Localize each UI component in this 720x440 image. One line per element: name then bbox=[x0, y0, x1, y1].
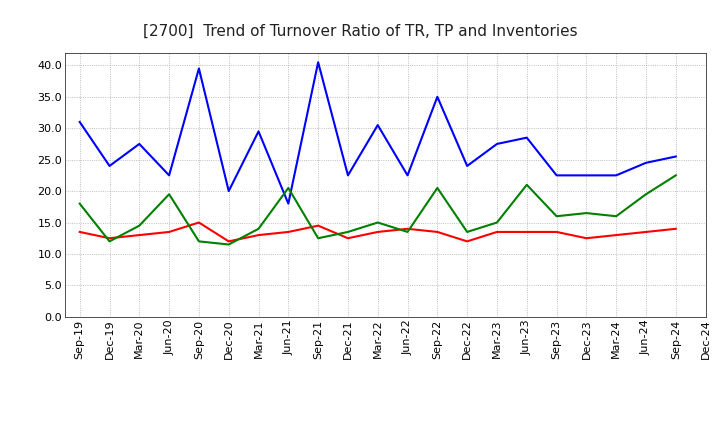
Text: [2700]  Trend of Turnover Ratio of TR, TP and Inventories: [2700] Trend of Turnover Ratio of TR, TP… bbox=[143, 23, 577, 38]
Trade Receivables bbox=[582, 235, 590, 241]
Trade Payables bbox=[135, 141, 143, 147]
Trade Payables bbox=[76, 119, 84, 125]
Inventories bbox=[343, 229, 352, 235]
Inventories bbox=[492, 220, 501, 225]
Trade Receivables bbox=[463, 239, 472, 244]
Trade Payables bbox=[492, 141, 501, 147]
Trade Payables bbox=[225, 188, 233, 194]
Inventories bbox=[403, 229, 412, 235]
Trade Payables bbox=[672, 154, 680, 159]
Inventories bbox=[314, 235, 323, 241]
Trade Receivables bbox=[433, 229, 441, 235]
Trade Receivables bbox=[105, 235, 114, 241]
Inventories bbox=[194, 239, 203, 244]
Trade Payables bbox=[523, 135, 531, 140]
Trade Payables bbox=[612, 173, 621, 178]
Inventories bbox=[284, 185, 292, 191]
Trade Payables bbox=[463, 163, 472, 169]
Inventories bbox=[582, 210, 590, 216]
Trade Receivables bbox=[284, 229, 292, 235]
Trade Receivables bbox=[76, 229, 84, 235]
Inventories bbox=[225, 242, 233, 247]
Trade Receivables bbox=[254, 232, 263, 238]
Inventories bbox=[642, 191, 650, 197]
Trade Payables bbox=[433, 94, 441, 99]
Trade Receivables bbox=[642, 229, 650, 235]
Trade Receivables bbox=[374, 229, 382, 235]
Inventories bbox=[523, 182, 531, 187]
Inventories bbox=[463, 229, 472, 235]
Trade Payables bbox=[582, 173, 590, 178]
Trade Payables bbox=[642, 160, 650, 165]
Inventories bbox=[612, 213, 621, 219]
Trade Receivables bbox=[194, 220, 203, 225]
Line: Inventories: Inventories bbox=[80, 176, 676, 245]
Trade Payables bbox=[343, 173, 352, 178]
Inventories bbox=[76, 201, 84, 206]
Trade Receivables bbox=[165, 229, 174, 235]
Trade Receivables bbox=[552, 229, 561, 235]
Inventories bbox=[552, 213, 561, 219]
Trade Payables bbox=[254, 129, 263, 134]
Trade Receivables bbox=[523, 229, 531, 235]
Trade Payables bbox=[284, 201, 292, 206]
Inventories bbox=[105, 239, 114, 244]
Trade Payables bbox=[105, 163, 114, 169]
Inventories bbox=[433, 185, 441, 191]
Trade Payables bbox=[165, 173, 174, 178]
Trade Receivables bbox=[135, 232, 143, 238]
Trade Receivables bbox=[403, 226, 412, 231]
Inventories bbox=[672, 173, 680, 178]
Trade Receivables bbox=[343, 235, 352, 241]
Trade Receivables bbox=[225, 239, 233, 244]
Trade Receivables bbox=[492, 229, 501, 235]
Trade Payables bbox=[374, 122, 382, 128]
Inventories bbox=[254, 226, 263, 231]
Trade Payables bbox=[194, 66, 203, 71]
Inventories bbox=[165, 191, 174, 197]
Trade Receivables bbox=[314, 223, 323, 228]
Trade Payables bbox=[314, 59, 323, 65]
Trade Receivables bbox=[612, 232, 621, 238]
Inventories bbox=[135, 223, 143, 228]
Trade Receivables bbox=[672, 226, 680, 231]
Line: Trade Receivables: Trade Receivables bbox=[80, 223, 676, 242]
Line: Trade Payables: Trade Payables bbox=[80, 62, 676, 204]
Inventories bbox=[374, 220, 382, 225]
Trade Payables bbox=[403, 173, 412, 178]
Trade Payables bbox=[552, 173, 561, 178]
